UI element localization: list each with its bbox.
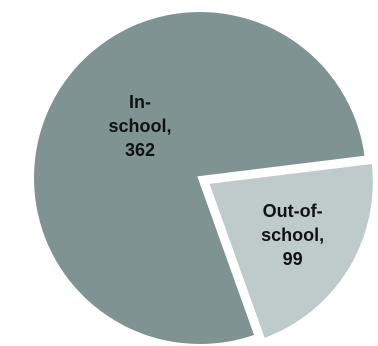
pie-slice-out-of-school [204,159,377,343]
slice-label-in-school: In-school, 362 [108,92,171,160]
slice-label-line: In- [129,92,151,112]
slice-label-line: 362 [125,140,155,160]
slice-label-line: Out-of- [263,201,323,221]
pie-labels: In-school, 362 Out-of-school, 99 [108,92,324,269]
slice-label-line: school, [261,225,324,245]
slice-label-line: 99 [283,249,303,269]
pie-slice-in-school [30,8,369,346]
slice-label-line: school, [108,116,171,136]
pie-slices [30,8,377,346]
slice-label-out-of-school: Out-of-school, 99 [261,201,324,269]
